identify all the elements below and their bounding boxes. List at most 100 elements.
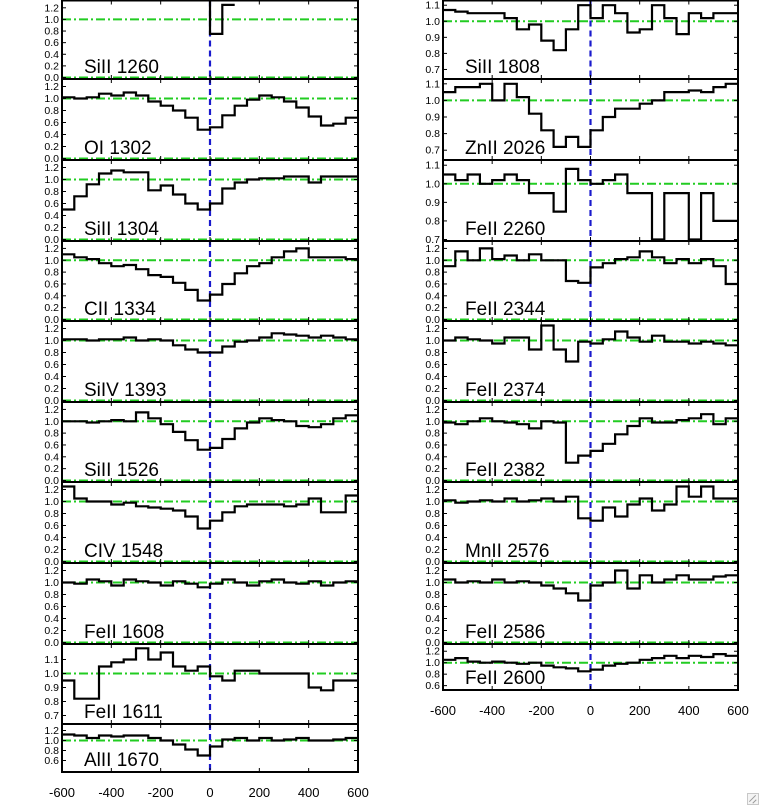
y-tick-label: 0.2	[44, 463, 59, 475]
y-tick-label: 0.0	[44, 234, 59, 246]
line-panel: 0.00.20.40.60.81.01.2 FeII 2374	[425, 320, 739, 407]
y-tick-label: 0.4	[44, 371, 59, 383]
x-tick-label: 600	[727, 703, 749, 718]
y-tick-label: 1.2	[44, 2, 59, 14]
y-tick-label: 0.6	[44, 359, 59, 371]
line-panel: 0.00.20.40.60.81.01.2 FeII 1608	[44, 562, 359, 649]
y-tick-label: 1.0	[425, 496, 440, 508]
y-tick-label: 0.0	[44, 475, 59, 487]
y-tick-label: 1.0	[44, 416, 59, 428]
line-panel: 0.00.20.40.60.81.01.2 MnII 2576	[425, 481, 739, 568]
y-tick-label: 0.7	[44, 710, 59, 722]
line-panel: 0.00.20.40.60.81.01.2 SiII 1304	[44, 159, 359, 246]
y-tick-label: 1.0	[425, 16, 440, 28]
spectrum-line	[62, 578, 358, 589]
line-panel: 0.7 0.8 0.9 1.0 1.1 FeII 1611	[44, 643, 359, 725]
spectrum-line	[62, 332, 358, 354]
y-tick-label: 0.6	[44, 278, 59, 290]
line-panel: 0.00.20.40.60.81.01.2 FeII 2586	[425, 562, 739, 649]
y-tick-label: 0.0	[44, 395, 59, 407]
y-tick-label: 0.6	[44, 601, 59, 613]
spectrum-line	[443, 653, 738, 673]
y-tick-label: 1.0	[44, 93, 59, 105]
y-tick-label: 1.0	[44, 14, 59, 26]
spectrum-line	[62, 485, 358, 530]
y-tick-label: 0.2	[425, 383, 440, 395]
ion-label: FeII 2374	[465, 380, 546, 401]
y-tick-label: 1.0	[44, 496, 59, 508]
line-panel: 0.00.20.40.60.81.01.2 SiIV 1393	[44, 320, 359, 407]
y-tick-label: 1.1	[44, 654, 59, 666]
spectrum-line	[443, 167, 738, 241]
spectrum-line	[443, 569, 738, 602]
ion-label: OI 1302	[84, 138, 152, 159]
y-tick-label: 0.8	[44, 186, 59, 198]
line-panel: 0.00.20.40.60.81.01.2 FeII 2382	[425, 401, 739, 487]
x-tick-label: 400	[298, 785, 320, 800]
line-panel: 0.60.81.01.2 AlII 1670	[44, 723, 359, 773]
y-tick-label: 0.8	[425, 48, 440, 60]
y-tick-label: 0.8	[44, 696, 59, 708]
y-tick-label: 0.8	[425, 508, 440, 520]
y-tick-label: 0.6	[44, 439, 59, 451]
ion-label: FeII 2600	[465, 668, 545, 689]
line-panel: 0.00.20.40.60.81.01.2 SiII 1260	[44, 0, 359, 84]
spectrum-line	[62, 169, 358, 211]
resize-grip-icon[interactable]	[747, 793, 759, 805]
y-tick-label: 0.4	[44, 613, 59, 625]
y-tick-label: 1.0	[425, 416, 440, 428]
y-tick-label: 1.2	[44, 565, 59, 577]
ion-label: ZnII 2026	[465, 138, 545, 159]
ion-label: FeII 2586	[465, 622, 545, 643]
y-tick-label: 0.0	[44, 72, 59, 84]
y-tick-label: 1.0	[44, 255, 59, 267]
ion-label: AlII 1670	[84, 750, 159, 771]
panel-frame	[61, 723, 359, 773]
spectrum-line	[443, 324, 738, 363]
panel-frame	[442, 643, 739, 691]
spectrum-line	[62, 91, 358, 131]
x-tick-label: -200	[148, 785, 174, 800]
line-panel: 0.60.81.01.2 FeII 2600	[425, 643, 739, 692]
y-tick-label: 0.6	[44, 37, 59, 49]
line-panel: 0.7 0.8 0.9 1.0 1.1 ZnII 2026	[425, 78, 739, 161]
y-tick-label: 1.2	[44, 484, 59, 496]
y-tick-label: 1.0	[44, 335, 59, 347]
y-tick-label: 0.2	[44, 60, 59, 72]
spectrum-line	[443, 247, 738, 286]
y-tick-label: 1.2	[44, 725, 59, 737]
ion-label: FeII 2344	[465, 299, 546, 320]
y-tick-label: 0.4	[44, 49, 59, 61]
y-tick-label: 0.2	[425, 544, 440, 556]
y-tick-label: 0.4	[425, 290, 440, 302]
y-tick-label: 1.0	[425, 95, 440, 107]
ion-label: SiII 1526	[84, 460, 159, 481]
y-tick-label: 1.0	[425, 577, 440, 589]
y-tick-label: 0.4	[425, 451, 440, 463]
x-tick-label: 200	[629, 703, 651, 718]
y-tick-label: 0.2	[425, 463, 440, 475]
ion-label: MnII 2576	[465, 541, 550, 562]
y-tick-label: 0.8	[425, 589, 440, 601]
y-tick-label: 0.2	[425, 625, 440, 637]
y-tick-label: 0.0	[425, 637, 440, 649]
y-tick-label: 0.2	[44, 544, 59, 556]
y-tick-label: 0.8	[44, 745, 59, 757]
y-tick-label: 0.6	[425, 601, 440, 613]
y-tick-label: 0.6	[44, 117, 59, 129]
y-tick-label: 1.2	[425, 323, 440, 335]
y-tick-label: 0.6	[44, 520, 59, 532]
y-tick-label: 1.2	[425, 404, 440, 416]
ion-label: CIV 1548	[84, 541, 163, 562]
ion-label: SiII 1260	[84, 57, 159, 78]
y-tick-label: 0.9	[425, 197, 440, 209]
y-tick-label: 0.8	[425, 669, 440, 681]
y-tick-label: 0.4	[44, 129, 59, 141]
y-tick-label: 0.4	[425, 613, 440, 625]
y-tick-label: 1.0	[44, 668, 59, 680]
y-tick-label: 1.2	[44, 243, 59, 255]
line-panel: 0.00.20.40.60.81.01.2 CII 1334	[44, 240, 359, 326]
y-tick-label: 0.8	[425, 428, 440, 440]
